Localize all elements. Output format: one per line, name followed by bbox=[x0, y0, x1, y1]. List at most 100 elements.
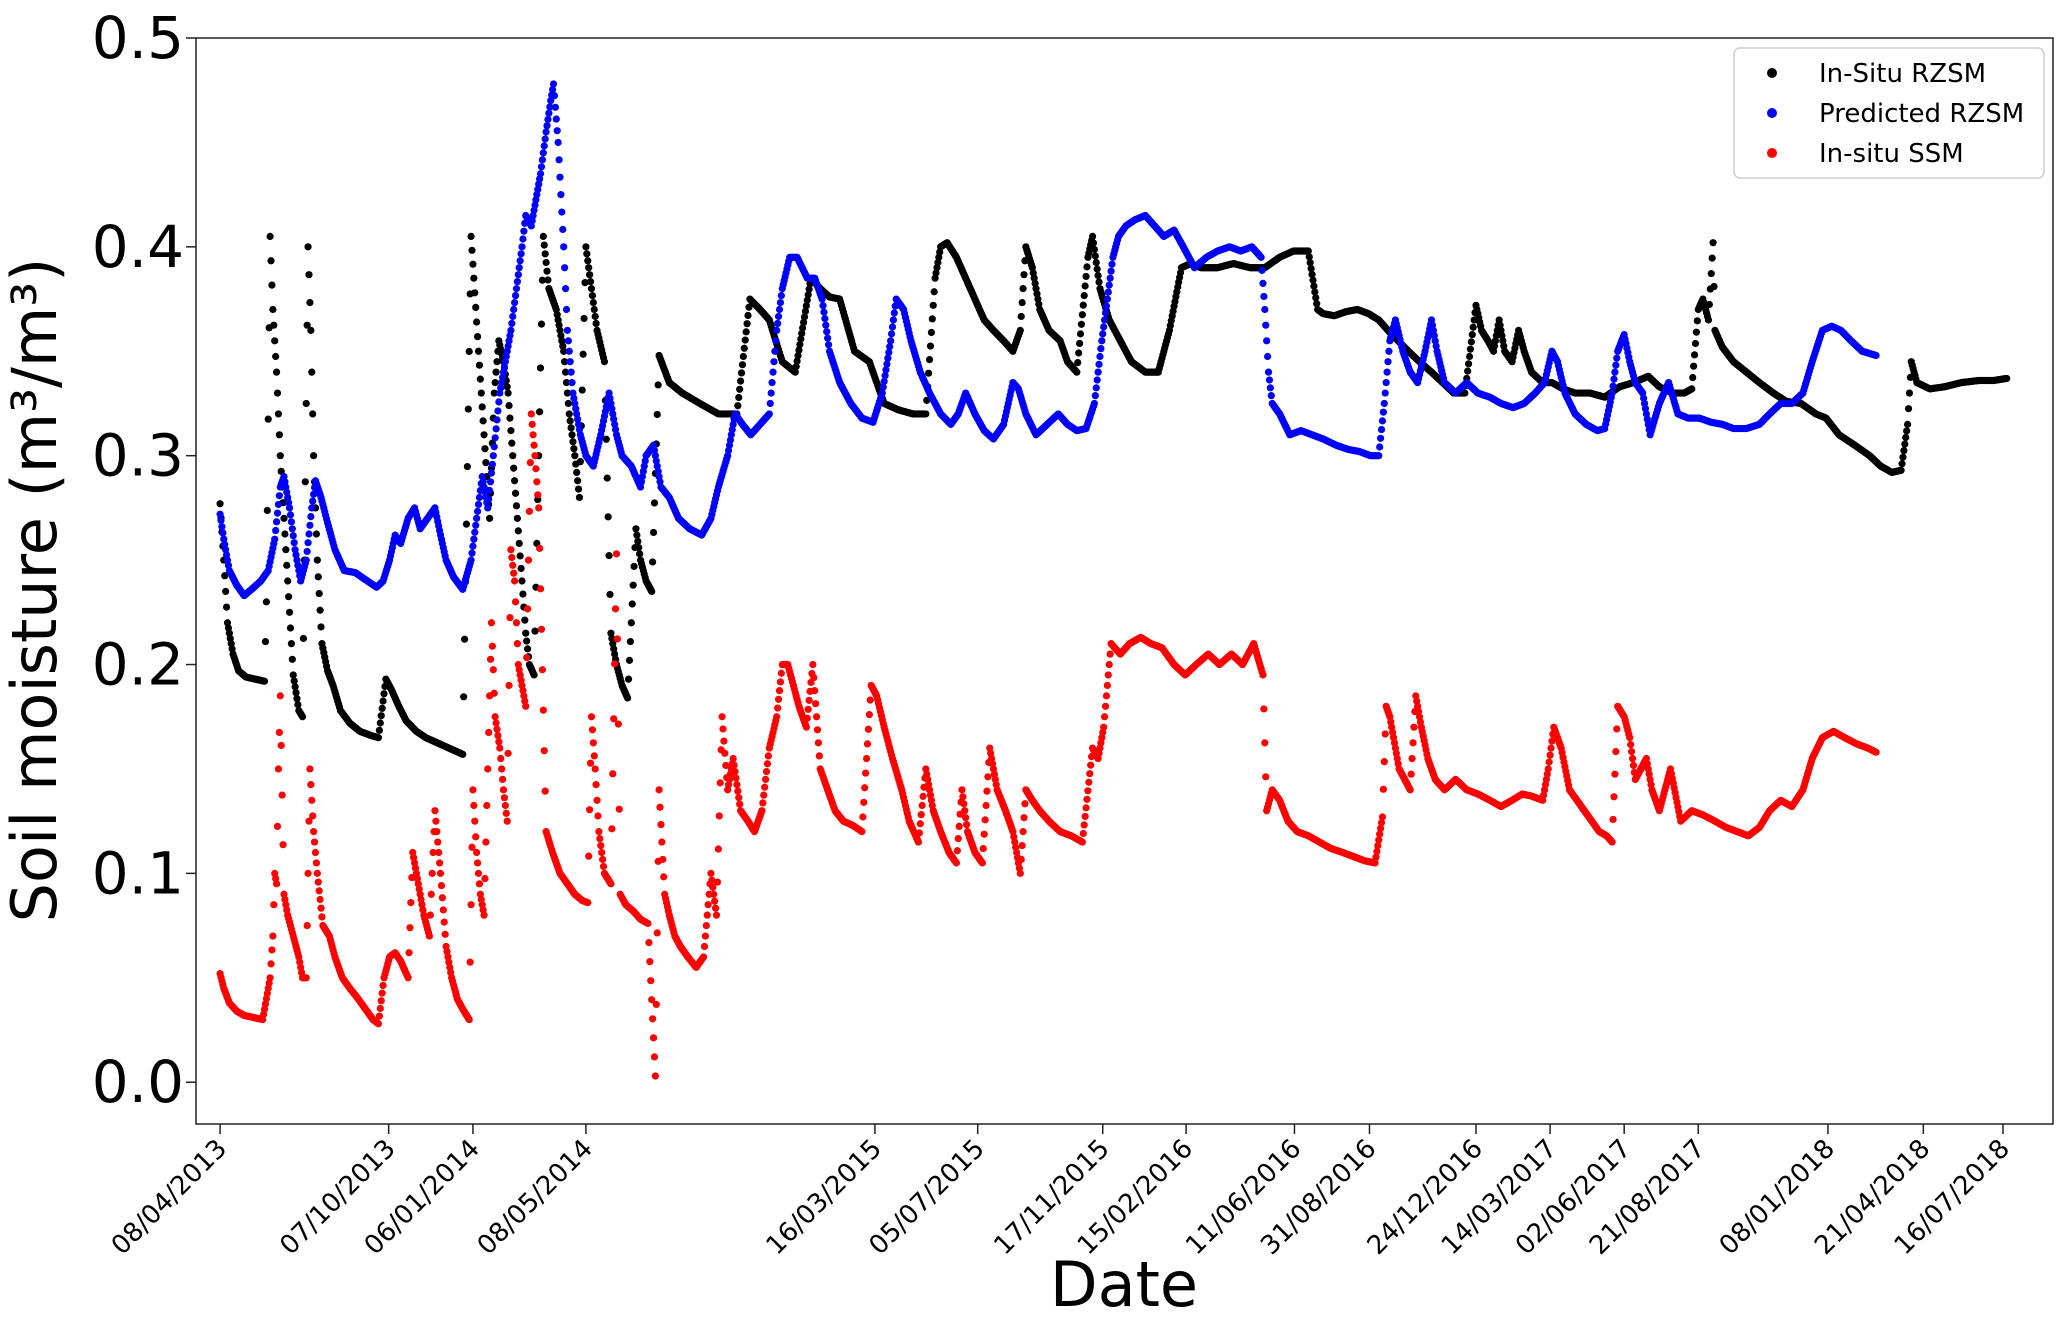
data-point bbox=[502, 809, 510, 817]
data-point bbox=[492, 425, 500, 433]
data-point bbox=[511, 598, 520, 606]
data-point bbox=[441, 930, 449, 938]
data-point bbox=[1467, 338, 1475, 346]
data-point bbox=[286, 624, 295, 632]
data-point bbox=[1102, 302, 1111, 310]
data-point bbox=[575, 493, 584, 502]
data-point bbox=[504, 389, 512, 397]
data-point bbox=[1378, 813, 1387, 821]
data-point bbox=[804, 291, 812, 299]
data-point bbox=[1259, 279, 1267, 287]
data-point bbox=[1104, 671, 1112, 679]
data-point bbox=[1082, 804, 1090, 812]
data-point bbox=[298, 713, 307, 721]
data-point bbox=[282, 546, 290, 554]
data-point bbox=[486, 486, 494, 495]
data-point bbox=[562, 305, 571, 314]
data-point bbox=[471, 817, 479, 825]
data-point bbox=[540, 142, 548, 150]
data-point bbox=[803, 296, 811, 304]
data-point bbox=[573, 468, 581, 476]
data-point bbox=[475, 493, 484, 502]
data-point bbox=[474, 347, 483, 355]
data-point bbox=[649, 1015, 657, 1023]
data-point bbox=[1903, 420, 1912, 428]
data-point bbox=[374, 734, 383, 742]
data-point bbox=[272, 880, 281, 888]
data-point bbox=[1264, 368, 1273, 376]
data-point bbox=[584, 257, 592, 265]
data-point bbox=[824, 341, 833, 349]
data-point bbox=[732, 774, 740, 782]
data-point bbox=[473, 333, 482, 341]
data-point bbox=[1705, 300, 1713, 309]
data-point bbox=[512, 502, 521, 510]
data-point bbox=[468, 549, 476, 557]
data-point bbox=[277, 741, 285, 750]
data-point bbox=[651, 1072, 659, 1080]
data-point bbox=[594, 812, 602, 820]
series-in-situ-rzsm bbox=[216, 232, 2011, 758]
data-point bbox=[309, 812, 317, 820]
data-point bbox=[585, 264, 593, 272]
data-point bbox=[1082, 272, 1090, 281]
data-point bbox=[309, 497, 317, 505]
data-point bbox=[302, 974, 310, 982]
data-point bbox=[307, 326, 315, 334]
data-point bbox=[801, 307, 810, 315]
data-point bbox=[309, 410, 317, 418]
data-point bbox=[380, 690, 388, 698]
data-point bbox=[629, 581, 637, 589]
data-point bbox=[863, 740, 872, 748]
data-point bbox=[303, 921, 311, 930]
data-point bbox=[793, 357, 801, 365]
data-point bbox=[802, 302, 810, 310]
data-point bbox=[1380, 399, 1388, 408]
data-point bbox=[310, 838, 319, 846]
data-point bbox=[542, 258, 550, 267]
data-point bbox=[523, 637, 531, 645]
data-point bbox=[500, 794, 509, 802]
data-point bbox=[538, 666, 546, 674]
data-point bbox=[490, 443, 498, 451]
data-point bbox=[305, 530, 313, 538]
data-point bbox=[483, 801, 491, 810]
data-point bbox=[272, 518, 281, 526]
data-point bbox=[600, 358, 609, 366]
data-point bbox=[491, 378, 499, 387]
data-point bbox=[815, 752, 823, 760]
data-point bbox=[1085, 778, 1093, 786]
data-point bbox=[1376, 443, 1384, 451]
data-point bbox=[649, 558, 657, 566]
data-point bbox=[539, 149, 547, 157]
data-point bbox=[306, 298, 314, 307]
data-point bbox=[310, 452, 318, 460]
data-point bbox=[774, 312, 783, 321]
data-point bbox=[1081, 282, 1089, 290]
data-point bbox=[530, 441, 538, 449]
data-point bbox=[560, 347, 568, 355]
data-point bbox=[425, 932, 433, 940]
data-point bbox=[812, 700, 820, 708]
data-point bbox=[273, 389, 282, 397]
data-point bbox=[311, 848, 320, 857]
data-point bbox=[435, 859, 444, 867]
data-point bbox=[539, 706, 547, 714]
data-point bbox=[481, 445, 489, 453]
data-point bbox=[505, 681, 513, 690]
data-point bbox=[655, 786, 663, 794]
data-point bbox=[1309, 276, 1317, 284]
data-point bbox=[713, 878, 722, 886]
data-point bbox=[375, 1012, 383, 1020]
data-point bbox=[1100, 323, 1108, 331]
data-point bbox=[536, 170, 545, 178]
data-point bbox=[704, 901, 712, 909]
data-point bbox=[1902, 433, 1910, 442]
data-point bbox=[480, 911, 488, 919]
data-point bbox=[536, 408, 544, 416]
data-point bbox=[1096, 352, 1104, 361]
data-point bbox=[762, 767, 771, 776]
data-point bbox=[563, 389, 572, 397]
data-point bbox=[1266, 384, 1274, 392]
data-point bbox=[494, 407, 502, 415]
